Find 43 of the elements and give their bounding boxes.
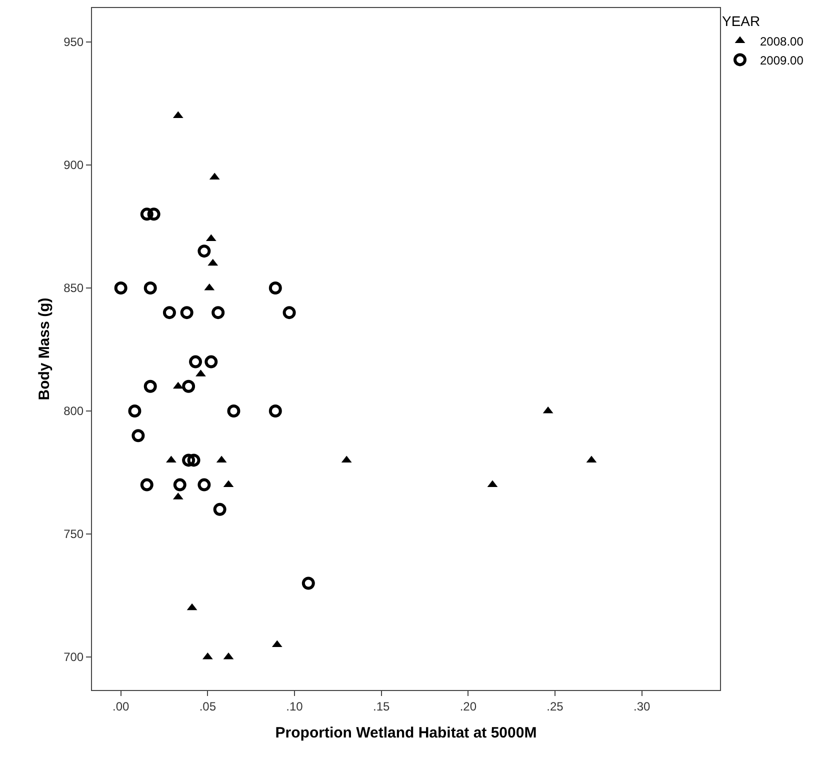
point <box>204 355 218 368</box>
point <box>132 429 145 442</box>
x-tick-label: .10 <box>286 699 304 714</box>
point <box>140 208 154 221</box>
point <box>182 454 196 467</box>
point <box>268 404 282 418</box>
y-axis-title: Body Mass (g) <box>36 298 53 400</box>
y-tick-label: 900 <box>64 158 84 172</box>
point <box>144 281 157 294</box>
point <box>182 380 196 393</box>
x-tick-label: .00 <box>112 699 130 714</box>
x-axis-title: Proportion Wetland Habitat at 5000M <box>275 724 537 742</box>
point <box>114 281 128 294</box>
point <box>180 306 194 320</box>
point <box>302 576 315 590</box>
point <box>144 380 157 393</box>
y-tick-label: 700 <box>64 650 84 664</box>
legend-label: 2009.00 <box>760 53 804 68</box>
y-tick-label: 950 <box>64 35 84 50</box>
point <box>198 244 211 258</box>
x-tick-label: .05 <box>199 699 216 714</box>
x-tick-label: .20 <box>460 699 477 714</box>
point <box>147 208 160 221</box>
y-tick-label: 800 <box>64 404 84 418</box>
x-tick-label: .15 <box>372 699 390 714</box>
point <box>212 306 225 320</box>
point <box>187 454 200 467</box>
y-tick-label: 750 <box>64 527 84 542</box>
point <box>162 306 176 320</box>
y-tick-label: 850 <box>64 281 84 296</box>
point <box>128 404 142 418</box>
point <box>189 355 202 368</box>
point <box>282 306 296 320</box>
point <box>198 478 211 492</box>
x-tick-label: .25 <box>546 699 564 714</box>
point <box>268 281 282 294</box>
point <box>173 478 186 492</box>
point <box>227 404 240 418</box>
x-tick-label: .30 <box>634 699 651 714</box>
legend-title: YEAR <box>722 13 760 30</box>
point <box>140 478 154 492</box>
point <box>213 502 226 516</box>
legend-label: 2008.00 <box>760 34 804 48</box>
